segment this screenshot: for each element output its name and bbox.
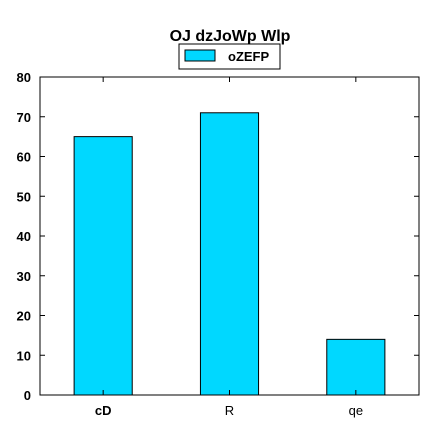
legend: oZEFP (178, 43, 281, 70)
chart-title: OJ dzJoWp Wlp (170, 28, 291, 45)
bar-cD (73, 136, 133, 396)
bar-qe (326, 338, 386, 396)
y-tick-label: 50 (17, 189, 31, 204)
x-tick-label: qe (349, 403, 363, 418)
bar-R (199, 112, 260, 396)
legend-label: oZEFP (228, 49, 269, 64)
y-tick-label: 0 (24, 388, 31, 403)
y-tick-label: 60 (17, 150, 31, 165)
y-axis: 0 10 20 30 40 50 60 70 80 (17, 70, 419, 403)
legend-swatch (184, 49, 216, 62)
x-tick-label: cD (95, 403, 112, 418)
y-tick-label: 10 (17, 348, 31, 363)
y-tick-label: 70 (17, 110, 31, 125)
y-tick-label: 80 (17, 70, 31, 85)
y-tick-label: 40 (17, 229, 31, 244)
y-tick-label: 20 (17, 309, 31, 324)
y-tick-label: 30 (17, 269, 31, 284)
bars-layer (73, 112, 386, 396)
x-tick-label: R (225, 403, 234, 418)
